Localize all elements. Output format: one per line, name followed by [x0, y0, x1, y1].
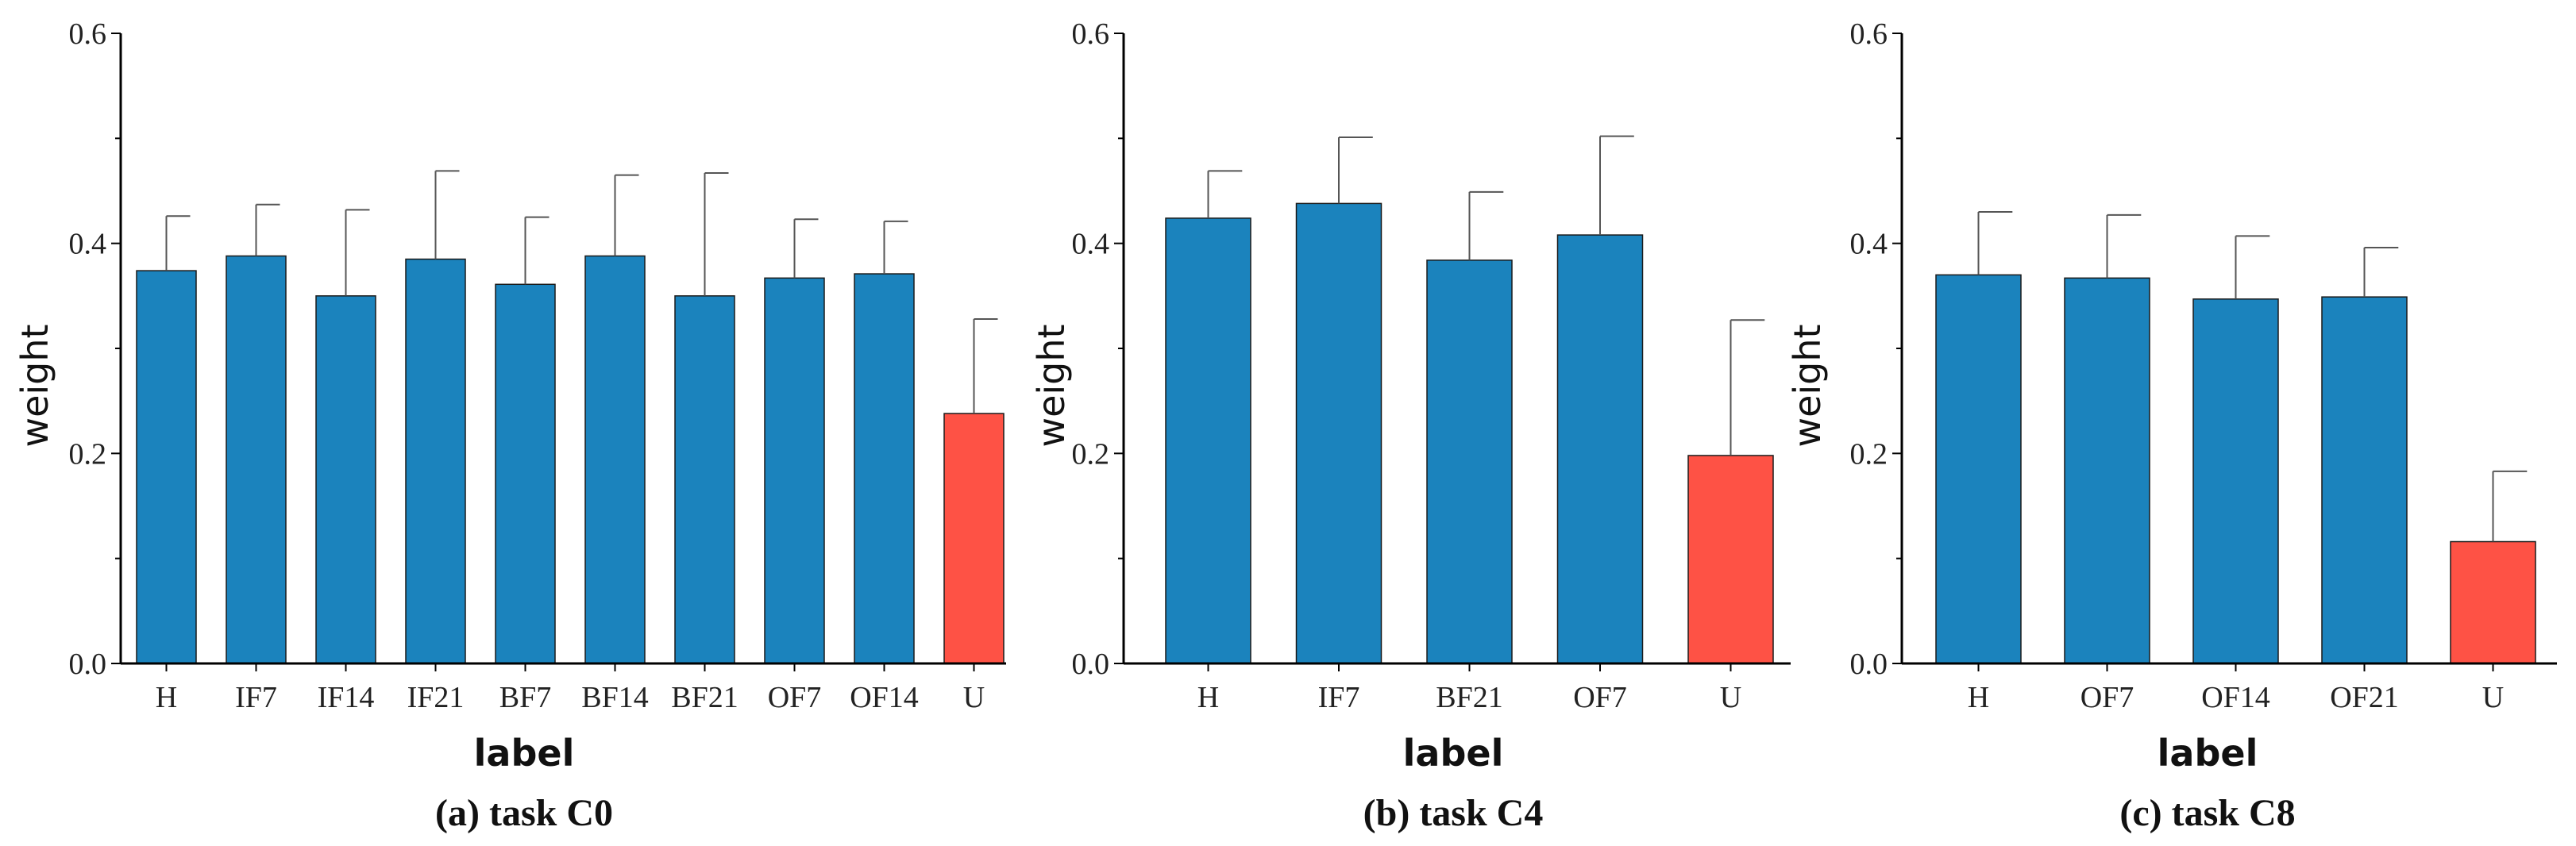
- y-tick-label: 0.6: [1850, 17, 1888, 51]
- bar-if14: [315, 295, 376, 664]
- x-tick-label: IF14: [318, 681, 375, 714]
- x-tick-label: IF7: [1318, 681, 1360, 714]
- x-tick-label: H: [1968, 681, 1989, 714]
- y-axis-title: weight: [1030, 324, 1073, 447]
- x-tick-label: U: [2482, 681, 2504, 714]
- error-bar-bf7: [524, 216, 550, 285]
- error-bar-of14: [883, 220, 908, 275]
- error-bar-u: [973, 317, 998, 414]
- x-tick-label: OF7: [1573, 681, 1627, 714]
- panel-task-c4: weight label (b) task C4 H IF7 BF21 OF7 U 0.0…: [1030, 17, 1791, 834]
- bar-of14: [854, 273, 915, 664]
- error-bar-if21: [434, 170, 460, 260]
- y-tick-label: 0.4: [1072, 228, 1110, 261]
- bar-of7: [764, 277, 825, 664]
- error-bar-bf21: [1468, 190, 1504, 260]
- error-bar-of21: [2363, 246, 2399, 298]
- y-tick-label: 0.2: [1072, 437, 1110, 471]
- y-tick-label: 0.4: [69, 228, 107, 261]
- error-bar-if7: [1338, 137, 1373, 204]
- y-tick-label: 0.0: [69, 648, 107, 681]
- bar-of14: [2192, 298, 2279, 664]
- error-bar-if7: [255, 203, 280, 256]
- x-axis-title: label: [474, 732, 575, 775]
- bar-of7: [2064, 277, 2150, 664]
- x-tick-label: BF21: [671, 681, 738, 714]
- bar-h: [136, 270, 197, 664]
- y-axis-title: weight: [13, 324, 56, 447]
- panel-caption: (b) task C4: [1363, 792, 1544, 834]
- panel-task-c8: weight label (c) task C8 H OF7 OF14 OF21 U 0.…: [1786, 17, 2557, 834]
- panel-caption: (c) task C8: [2119, 792, 2295, 834]
- x-tick-label: H: [156, 681, 177, 714]
- error-bar-of7: [1599, 135, 1634, 236]
- error-bar-if14: [345, 209, 370, 296]
- error-bar-h: [1977, 210, 2013, 275]
- x-tick-label: IF21: [407, 681, 465, 714]
- bar-if21: [405, 258, 466, 664]
- bar-if7: [1295, 202, 1382, 664]
- error-bar-u: [2492, 470, 2528, 542]
- bar-h: [1935, 274, 2022, 664]
- y-tick-label: 0.6: [69, 17, 107, 51]
- y-tick-label: 0.0: [1850, 648, 1888, 681]
- bar-of21: [2321, 296, 2408, 664]
- y-tick-label: 0.6: [1072, 17, 1110, 51]
- x-tick-label: IF7: [235, 681, 277, 714]
- panel-caption: (a) task C0: [435, 792, 613, 834]
- bar-bf21: [1426, 260, 1513, 664]
- x-axis-title: label: [1403, 732, 1504, 775]
- bar-u: [2450, 540, 2536, 664]
- bar-bf14: [584, 255, 646, 664]
- x-axis-title: label: [2158, 732, 2258, 775]
- x-tick-label: BF14: [581, 681, 648, 714]
- x-tick-label: OF14: [2201, 681, 2270, 714]
- y-axis-title: weight: [1786, 324, 1829, 447]
- bar-h: [1165, 217, 1251, 664]
- bar-u: [943, 413, 1005, 664]
- x-tick-label: OF7: [768, 681, 822, 714]
- x-tick-label: BF21: [1436, 681, 1502, 714]
- bar-of7: [1556, 234, 1644, 664]
- x-tick-label: U: [1720, 681, 1741, 714]
- x-tick-label: U: [963, 681, 985, 714]
- bar-if7: [226, 255, 287, 664]
- error-bar-of7: [2106, 213, 2142, 279]
- error-bar-h: [1207, 170, 1243, 218]
- panel-task-c0: weight label (a) task C0 H IF7 IF14 IF21 BF7…: [13, 17, 1006, 834]
- y-tick-label: 0.2: [69, 437, 107, 471]
- y-tick-label: 0.0: [1072, 648, 1110, 681]
- error-bar-of7: [793, 218, 819, 279]
- x-tick-label: H: [1197, 681, 1219, 714]
- x-tick-label: BF7: [499, 681, 551, 714]
- error-bar-bf14: [614, 174, 639, 256]
- error-bar-bf21: [704, 172, 729, 296]
- error-bar-of14: [2235, 235, 2270, 299]
- bar-u: [1687, 455, 1774, 664]
- x-tick-label: OF7: [2080, 681, 2134, 714]
- error-bar-u: [1730, 319, 1765, 456]
- x-tick-label: OF21: [2330, 681, 2399, 714]
- error-bar-h: [165, 215, 191, 271]
- x-tick-label: OF14: [850, 681, 919, 714]
- y-tick-label: 0.4: [1850, 228, 1888, 261]
- y-tick-label: 0.2: [1850, 437, 1888, 471]
- bar-bf7: [495, 283, 556, 664]
- bar-bf21: [674, 295, 735, 664]
